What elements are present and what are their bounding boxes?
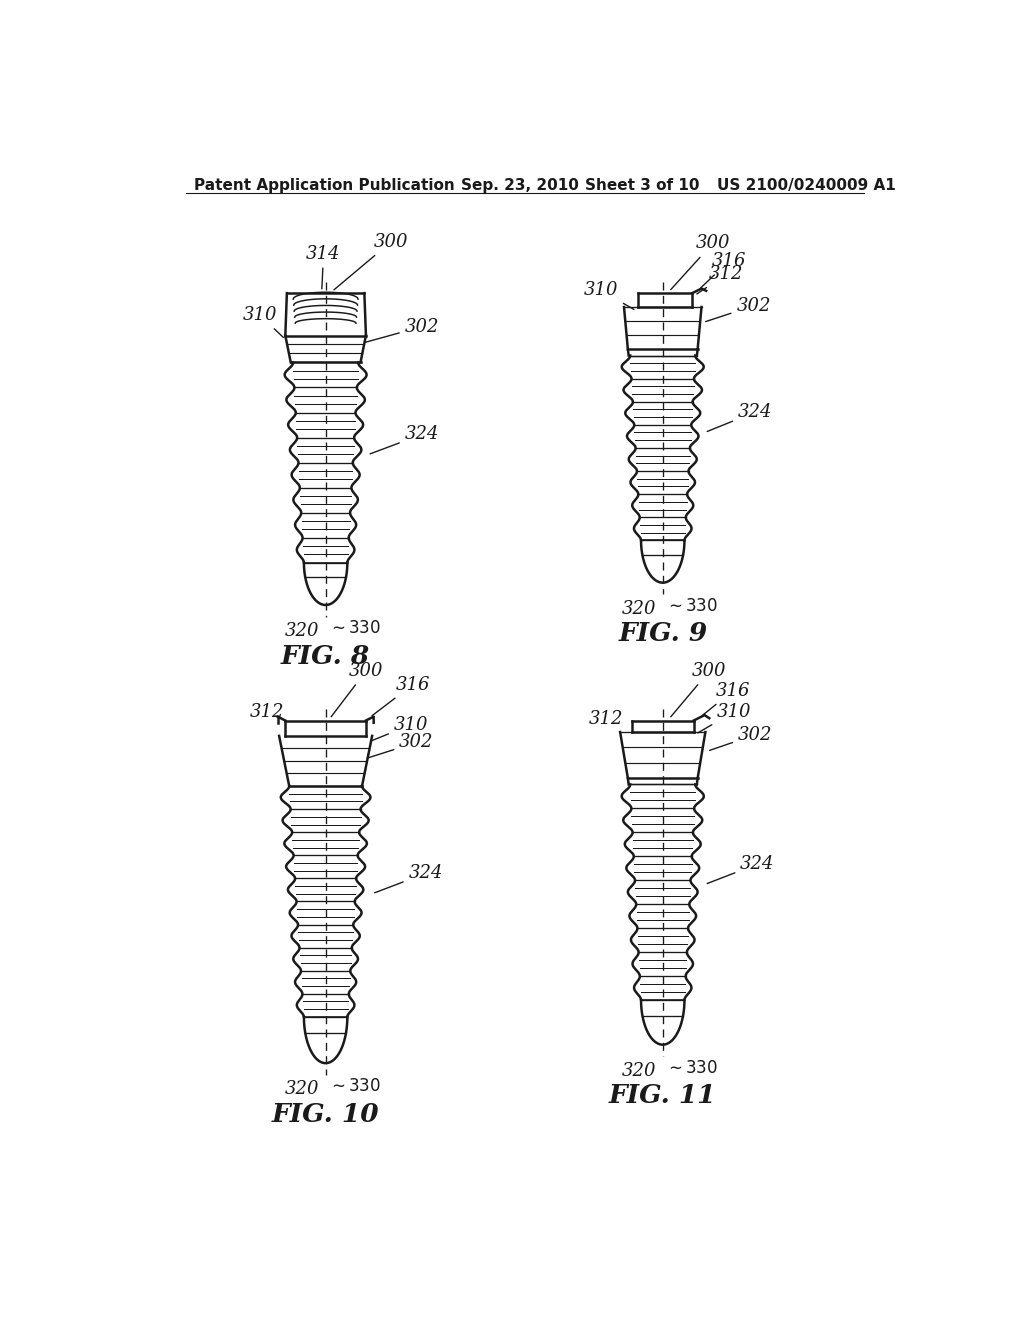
Text: Patent Application Publication: Patent Application Publication	[194, 178, 455, 193]
Text: 302: 302	[367, 734, 434, 758]
Text: 300: 300	[331, 661, 383, 717]
Text: 316: 316	[700, 252, 746, 288]
Text: 316: 316	[372, 676, 430, 715]
Text: 324: 324	[370, 425, 439, 454]
Text: $\mathit{\sim}$330: $\mathit{\sim}$330	[665, 1059, 718, 1077]
Text: 320: 320	[622, 599, 656, 618]
Text: FIG. 8: FIG. 8	[281, 644, 371, 668]
Text: 300: 300	[671, 661, 727, 717]
Text: FIG. 9: FIG. 9	[618, 622, 708, 647]
Text: 310: 310	[697, 702, 752, 733]
Text: 302: 302	[710, 726, 772, 750]
Text: US 2100/0240009 A1: US 2100/0240009 A1	[717, 178, 896, 193]
Text: 320: 320	[622, 1061, 656, 1080]
Text: $\mathit{\sim}$330: $\mathit{\sim}$330	[328, 1077, 381, 1096]
Text: Sheet 3 of 10: Sheet 3 of 10	[586, 178, 699, 193]
Text: 310: 310	[584, 281, 634, 309]
Text: $\mathit{\sim}$330: $\mathit{\sim}$330	[328, 619, 381, 636]
Text: 300: 300	[334, 232, 409, 290]
Text: FIG. 11: FIG. 11	[609, 1084, 717, 1109]
Text: 316: 316	[702, 682, 750, 715]
Text: 310: 310	[371, 715, 428, 741]
Text: FIG. 10: FIG. 10	[271, 1102, 380, 1127]
Text: 310: 310	[243, 306, 284, 338]
Text: 314: 314	[306, 244, 341, 289]
Text: 312: 312	[589, 710, 624, 729]
Text: 324: 324	[708, 403, 772, 432]
Text: 312: 312	[250, 702, 285, 721]
Text: 302: 302	[706, 297, 771, 322]
Text: 324: 324	[375, 865, 443, 892]
Text: 320: 320	[285, 622, 319, 640]
Text: $\mathit{\sim}$330: $\mathit{\sim}$330	[665, 597, 718, 615]
Text: 300: 300	[671, 235, 730, 289]
Text: 320: 320	[285, 1080, 319, 1098]
Text: 324: 324	[708, 855, 775, 883]
Text: 302: 302	[365, 318, 439, 342]
Text: Sep. 23, 2010: Sep. 23, 2010	[461, 178, 580, 193]
Text: 312: 312	[697, 265, 743, 294]
